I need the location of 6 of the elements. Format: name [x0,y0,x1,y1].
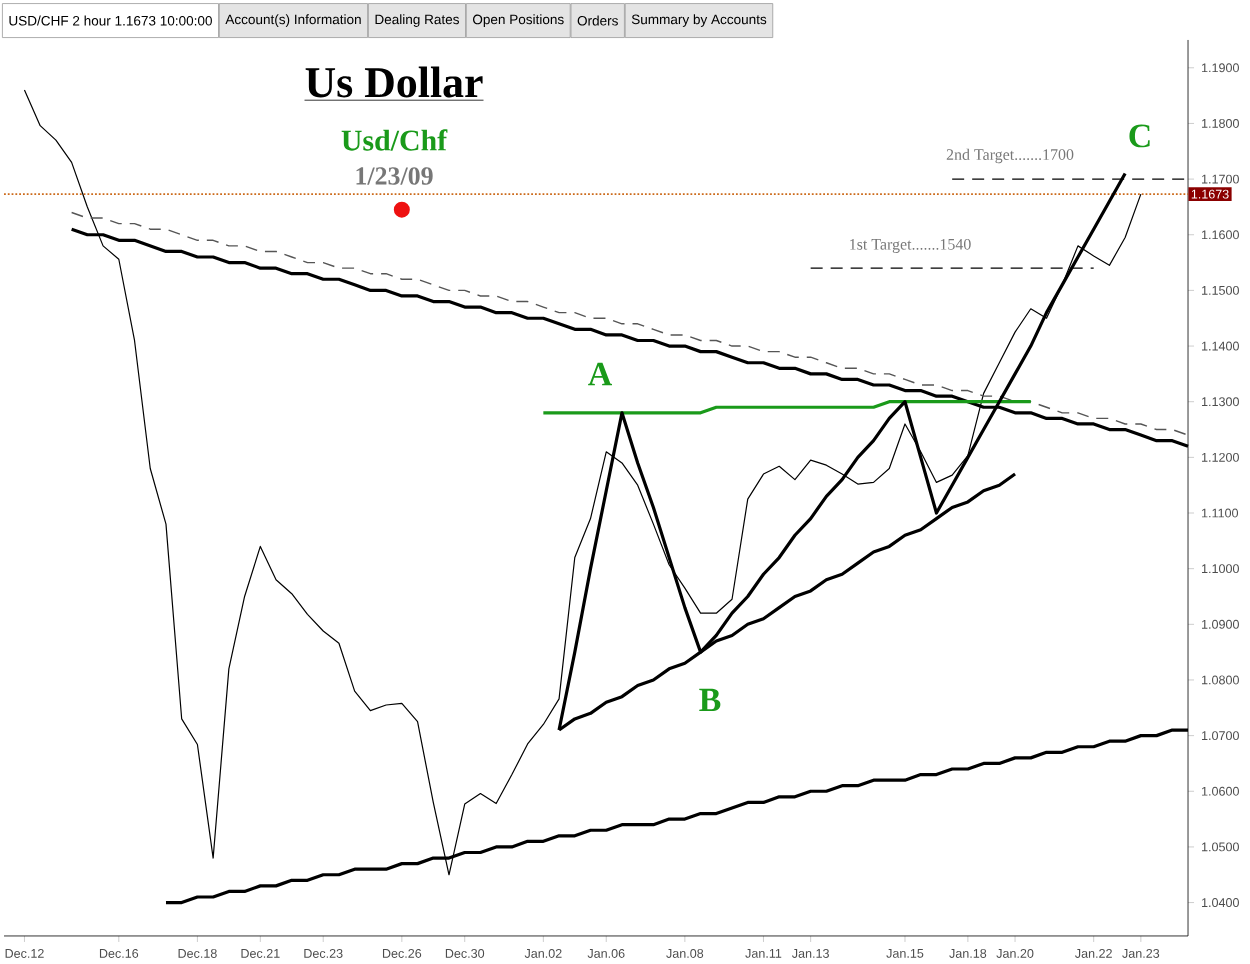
text: Usd/Chf [341,129,448,151]
annotation: C [1129,124,1150,148]
annotation: A [588,362,612,386]
annotation: 1/23/09 [356,167,433,185]
annotation: B [699,688,721,712]
chart-title: Us Dollar [305,66,483,98]
